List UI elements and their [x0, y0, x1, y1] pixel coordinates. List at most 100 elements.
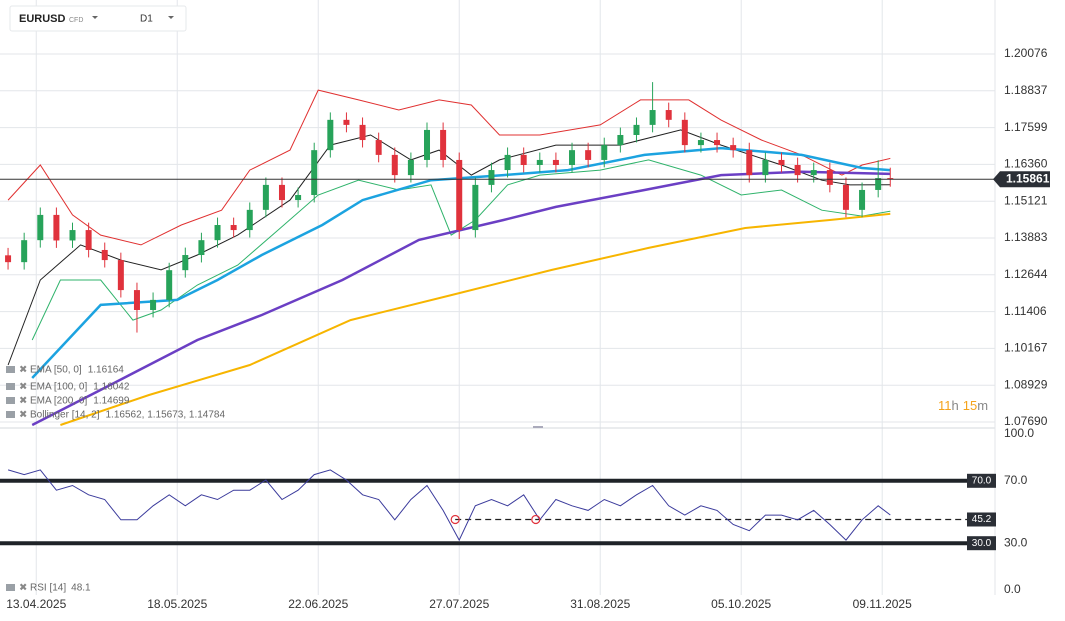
legend-value: 1.16042 — [93, 382, 130, 393]
candle-body — [101, 249, 108, 261]
x-tick-label: 18.05.2025 — [147, 597, 207, 611]
y-tick-label: 1.15121 — [1004, 193, 1048, 207]
candle-body — [327, 119, 334, 151]
candle-body — [407, 159, 414, 176]
rsi-panel — [0, 469, 995, 546]
y-tick-label: 70.0 — [1004, 473, 1028, 487]
candle-body — [21, 240, 28, 263]
candle-body — [5, 255, 12, 263]
y-tick-label: 1.12644 — [1004, 267, 1048, 281]
level-tag — [967, 536, 996, 551]
y-tick-label: 1.08929 — [1004, 377, 1048, 391]
y-tick-label: 1.07690 — [1004, 414, 1048, 428]
candle-body — [214, 225, 221, 241]
trendline-anchor[interactable] — [450, 514, 460, 525]
candle-body — [504, 154, 511, 171]
candle-body — [472, 184, 479, 231]
candle-body — [391, 154, 398, 176]
instrument-type: CFD — [69, 17, 83, 24]
dropdown-arrow[interactable] — [168, 16, 174, 19]
candle-body — [53, 214, 60, 241]
candle-body — [762, 159, 769, 176]
price-panel — [5, 82, 894, 426]
trendline-anchor[interactable] — [531, 514, 541, 525]
candle-body — [278, 184, 285, 201]
x-tick-label: 27.07.2025 — [429, 597, 489, 611]
x-tick-label: 22.06.2025 — [288, 597, 348, 611]
candle-body — [842, 184, 849, 210]
candle-body — [198, 240, 205, 256]
legend-value: 48.1 — [71, 583, 91, 594]
candle-body — [69, 230, 76, 241]
level-label: 45.2 — [972, 514, 992, 525]
candle-body — [794, 165, 801, 176]
candle-body — [375, 140, 382, 155]
candle-body — [601, 145, 608, 160]
level-label: 30.0 — [972, 538, 992, 549]
legend-remove: ✖ — [19, 410, 27, 421]
symbol[interactable]: EURUSD — [19, 13, 66, 25]
candle-body — [246, 209, 253, 231]
resize-handle[interactable] — [533, 426, 543, 428]
countdown-hours: 11 — [938, 398, 952, 413]
symbol-box[interactable] — [9, 5, 187, 32]
legend-icon — [6, 383, 15, 390]
level-tag — [967, 512, 996, 527]
candle-body — [810, 170, 817, 176]
legend-name: EMA [200, 0] — [30, 396, 87, 407]
candle-body — [617, 134, 624, 146]
y-tick-label: 1.16360 — [1004, 157, 1048, 171]
countdown-minutes: 15 — [963, 398, 977, 413]
legend-value: 1.16562, 1.15673, 1.14784 — [106, 410, 226, 421]
y-tick-label: 1.13883 — [1004, 230, 1048, 244]
x-tick-label: 05.10.2025 — [711, 597, 771, 611]
candle-body — [359, 124, 366, 141]
candle-body — [697, 140, 704, 146]
legend-name: Bollinger [14, 2] — [30, 410, 100, 421]
y-tick-label: 0.0 — [1004, 582, 1021, 596]
candle-body — [488, 170, 495, 185]
ema-line — [31, 146, 891, 379]
legend-icon — [6, 397, 15, 404]
candle-body — [887, 178, 894, 180]
candle-body — [440, 129, 447, 160]
legend-remove: ✖ — [19, 396, 27, 407]
candle-body — [730, 145, 737, 151]
candle-body — [681, 119, 688, 146]
legend-value: 1.14699 — [93, 396, 130, 407]
candle-body — [778, 159, 785, 166]
candle-body — [826, 170, 833, 185]
y-tick-label: 1.17599 — [1004, 120, 1048, 134]
candle-body — [166, 270, 173, 300]
timeframe[interactable]: D1 — [140, 14, 153, 25]
candle-body — [585, 150, 592, 160]
legend-value: 1.16164 — [88, 365, 125, 376]
candle-body — [311, 150, 318, 196]
legend-remove: ✖ — [19, 382, 27, 393]
last-price-label: 1.15861 — [1006, 171, 1050, 185]
candle-body — [456, 159, 463, 231]
legend-icon — [6, 411, 15, 418]
countdown: 11h 15m — [938, 398, 988, 413]
legend-remove: ✖ — [19, 365, 27, 376]
candle-body — [37, 214, 44, 241]
x-tick-label: 09.11.2025 — [853, 597, 912, 611]
candle-body — [569, 150, 576, 166]
overlay: 1.07690 1.08929 1.10167 1.11406 1.12644 1.138… — [0, 46, 1050, 611]
symbol-bar[interactable]: EURUSD CFD D1 — [9, 5, 187, 32]
dropdown-arrow[interactable] — [92, 16, 98, 19]
candle-body — [85, 230, 92, 250]
candle-body — [262, 184, 269, 210]
y-tick-label: 30.0 — [1004, 535, 1028, 549]
y-tick-label: 1.10167 — [1004, 341, 1048, 355]
candle-body — [343, 119, 350, 125]
y-tick-label: 1.20076 — [1004, 46, 1048, 60]
candle-body — [649, 110, 656, 125]
candle-body — [230, 225, 237, 231]
candle-body — [665, 110, 672, 120]
candle-body — [859, 189, 866, 210]
bollinger-band — [7, 89, 891, 246]
level-tag — [967, 473, 996, 488]
y-tick-label: 100.0 — [1004, 426, 1034, 440]
